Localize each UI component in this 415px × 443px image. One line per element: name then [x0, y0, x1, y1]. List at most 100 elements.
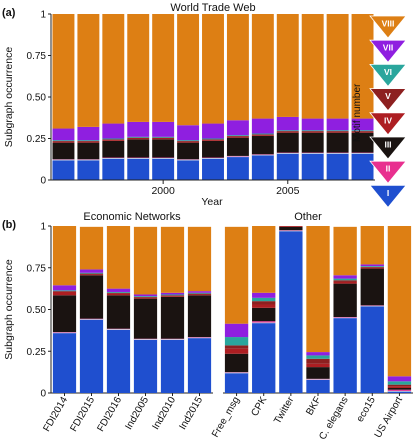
bar-segment-ii-2: [106, 328, 131, 330]
bar-segment-iv-12: [387, 386, 412, 388]
category-label-12: US Airport: [373, 395, 405, 440]
bar-segment-vi-7: [252, 297, 276, 302]
bar-segment-iv-10: [301, 131, 324, 133]
bar-segment-i-11: [360, 306, 384, 393]
bar-segment-ii-7: [226, 155, 249, 157]
category-label-9: BKF: [304, 395, 323, 417]
bar-segment-v-4: [160, 295, 185, 297]
bar-segment-viii-10: [301, 14, 324, 119]
bar-segment-ii-9: [306, 378, 330, 380]
y-tick-label-4: 1: [40, 10, 46, 21]
y-axis-label: Subgraph occurrence: [3, 47, 15, 148]
bar-segment-i-10: [301, 153, 324, 180]
bar-segment-iii-8: [279, 226, 303, 231]
bar-segment-vi-10: [333, 278, 357, 281]
bar-segment-viii-5: [187, 226, 212, 292]
bar-segment-i-7: [252, 322, 276, 393]
legend-motif-ii-icon: [369, 160, 407, 184]
bar-segment-iv-2: [106, 293, 131, 296]
bar-segment-v-0: [52, 291, 77, 292]
bar-segment-iv-8: [279, 226, 303, 227]
bar-segment-viii-7: [226, 14, 249, 121]
bar-segment-vi-3: [133, 296, 158, 297]
bar-segment-vi-0: [52, 290, 77, 292]
bar-segment-i-2: [102, 158, 125, 180]
bar-segment-v-6: [202, 139, 224, 141]
bar-segment-iii-3: [127, 139, 150, 158]
legend-motif-label-5: III: [384, 140, 391, 150]
bar-segment-iii-7: [226, 137, 249, 156]
bar-segment-v-7: [226, 136, 249, 137]
bar-segment-viii-8: [251, 14, 274, 119]
bar-segment-iii-10: [333, 283, 357, 318]
bar-segment-v-11: [360, 266, 384, 268]
bar-segment-v-3: [133, 296, 158, 298]
bar-segment-i-6: [224, 372, 249, 393]
bar-segment-i-9: [276, 153, 299, 180]
category-label-1: FDI2015: [68, 395, 97, 434]
bar-segment-iii-0: [52, 142, 75, 160]
category-label-5: Ind2015: [177, 395, 205, 432]
y-tick-label-2: 0.50: [27, 93, 47, 104]
group-title-0: Economic Networks: [83, 211, 181, 223]
bar-segment-iii-0: [52, 295, 77, 333]
legend-motif-viii-icon: [369, 15, 407, 39]
y-tick-label-1: 0.25: [27, 134, 47, 145]
bar-segment-i-3: [127, 158, 150, 180]
bar-segment-viii-6: [202, 14, 224, 124]
bar-segment-iv-9: [306, 363, 330, 368]
bar-segment-i-0: [52, 160, 75, 180]
bar-segment-vi-4: [152, 136, 175, 138]
bar-segment-vii-2: [102, 123, 125, 139]
category-label-6: Free_msg: [210, 395, 242, 439]
y-tick-label-0: 0: [40, 389, 46, 400]
legend-motif-label-2: VI: [384, 67, 392, 77]
bar-segment-i-10: [333, 317, 357, 393]
bar-segment-ii-5: [187, 337, 212, 338]
bar-segment-iii-2: [102, 140, 125, 158]
bar-segment-vi-1: [79, 272, 104, 274]
bar-segment-viii-4: [152, 14, 175, 122]
bar-segment-vii-5: [177, 125, 200, 141]
legend-motif-vii-icon: [369, 39, 407, 63]
bar-segment-iii-12: [387, 387, 412, 390]
bar-segment-vii-10: [333, 275, 357, 279]
y-axis-label: Subgraph occurrence: [3, 259, 15, 360]
bar-segment-viii-9: [306, 226, 330, 353]
bar-segment-i-0: [52, 332, 77, 393]
bar-segment-vii-12: [351, 118, 374, 131]
bar-segment-iv-11: [326, 131, 349, 133]
bar-segment-i-4: [152, 158, 175, 180]
bar-segment-viii-9: [276, 14, 299, 117]
bar-segment-iii-9: [276, 132, 299, 153]
bar-segment-iii-6: [202, 140, 224, 158]
panel-label-b: (b): [2, 219, 16, 231]
bar-segment-iv-4: [160, 296, 185, 297]
bar-segment-vi-12: [387, 381, 412, 385]
bar-segment-iv-7: [226, 136, 249, 138]
bar-segment-iii-1: [79, 275, 104, 319]
bar-segment-vii-11: [326, 118, 349, 131]
bar-segment-i-1: [79, 319, 104, 393]
bar-segment-v-11: [326, 131, 349, 132]
bar-segment-iv-8: [251, 135, 274, 137]
bar-segment-viii-12: [351, 14, 374, 119]
bar-segment-vi-4: [160, 294, 185, 296]
bar-segment-ii-10: [333, 317, 357, 318]
bar-segment-v-10: [333, 280, 357, 282]
category-label-11: eco15: [355, 395, 378, 424]
bar-segment-iv-9: [276, 131, 299, 133]
bar-segment-ii-11: [360, 305, 384, 307]
bar-segment-ii-4: [160, 338, 185, 340]
bar-segment-v-1: [79, 273, 104, 275]
bar-segment-iii-11: [326, 132, 349, 153]
bar-segment-ii-3: [133, 338, 158, 340]
bar-segment-v-6: [224, 345, 249, 349]
bar-segment-vi-5: [177, 140, 200, 141]
bar-segment-ii-1: [77, 159, 100, 161]
bar-segment-ii-10: [301, 152, 324, 154]
panel-b-chart: (b) Economic Networks Other 0 0.25 0.50 0.75 1 S…: [2, 211, 413, 442]
bar-segment-vi-6: [202, 138, 224, 140]
bar-segment-vi-6: [224, 337, 249, 346]
